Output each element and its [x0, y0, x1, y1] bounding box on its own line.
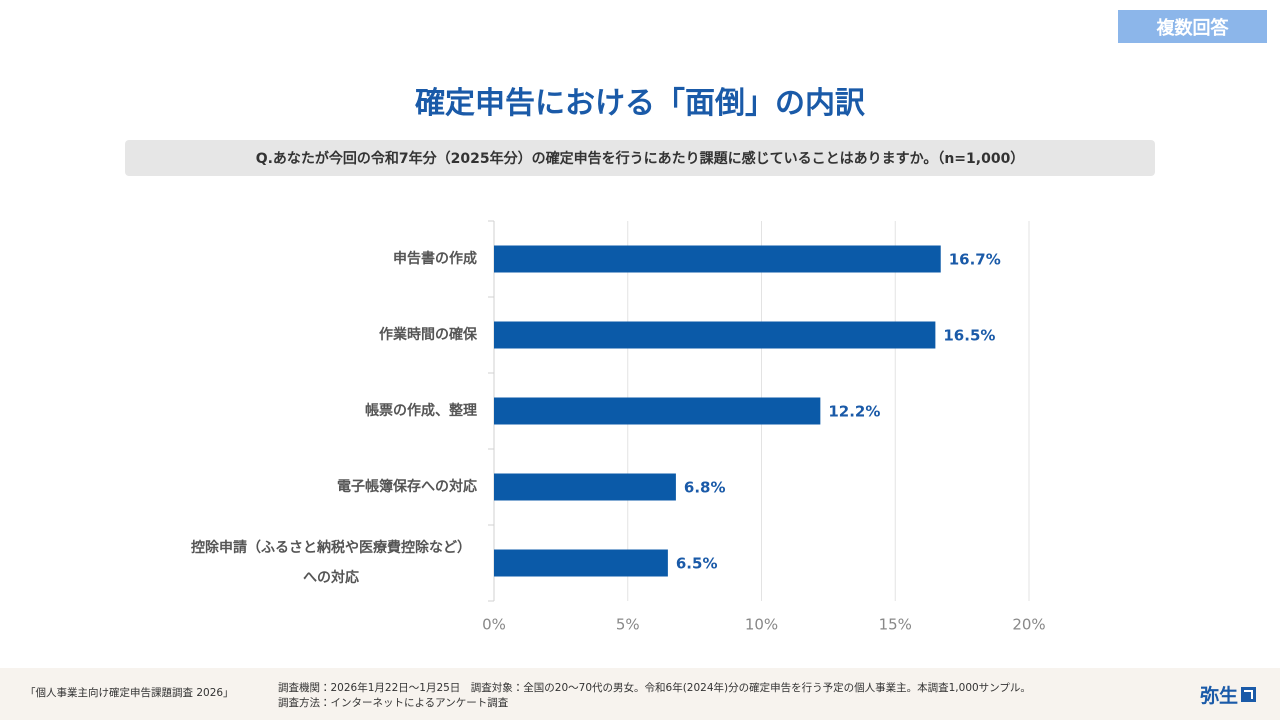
value-label: 6.5%: [676, 555, 718, 573]
badge: 複数回答: [1118, 10, 1267, 43]
y-tick-label: 作業時間の確保: [379, 327, 477, 343]
category-label-box: 帳票の作成、整理: [365, 381, 477, 441]
x-tick-label: 15%: [879, 616, 912, 634]
category-label-box: 申告書の作成: [393, 229, 477, 289]
chart: 0% 5% 10% 15% 20% 16.7% 16.5% 12.2% 6.8% 6.5%: [482, 220, 1046, 634]
category-label-box: 作業時間の確保: [379, 305, 477, 365]
logo: 弥生: [1200, 681, 1257, 708]
y-tick-label: 申告書の作成: [393, 251, 477, 267]
survey-details: 調査機関：2026年1月22日～1月25日 調査対象：全国の20～70代の男女。…: [278, 681, 1031, 711]
survey-line: 調査方法：インターネットによるアンケート調査: [278, 697, 509, 709]
y-tick-label: 控除申請（ふるさと納税や医療費控除など）への対応: [191, 540, 471, 586]
logo-text: 弥生: [1200, 685, 1239, 707]
survey-name: 「個人事業主向け確定申告課題調査 2026」: [25, 687, 234, 699]
survey-line: 調査機関：2026年1月22日～1月25日 調査対象：全国の20～70代の男女。…: [278, 682, 1031, 694]
x-tick-label: 10%: [745, 616, 778, 634]
category-label-box: 電子帳簿保存への対応: [337, 457, 477, 517]
bar: [494, 549, 668, 577]
category-label-box: 控除申請（ふるさと納税や医療費控除など）への対応: [185, 533, 477, 593]
logo-icon: [1241, 687, 1257, 702]
value-label: 12.2%: [828, 403, 880, 421]
value-label: 6.8%: [684, 479, 726, 497]
bar: [494, 245, 941, 273]
chart-title: 確定申告における「面倒」の内訳: [415, 86, 865, 121]
bar: [494, 321, 936, 349]
bar: [494, 473, 676, 501]
y-tick-label: 帳票の作成、整理: [365, 403, 477, 419]
y-tick-label: 電子帳簿保存への対応: [337, 479, 477, 495]
question: Q.あなたが今回の令和7年分（2025年分）の確定申告を行うにあたり課題に感じて…: [125, 140, 1155, 176]
x-tick-label: 20%: [1012, 616, 1045, 634]
x-tick-label: 5%: [616, 616, 640, 634]
x-tick-label: 0%: [482, 616, 506, 634]
footer: 「個人事業主向け確定申告課題調査 2026」 調査機関：2026年1月22日～1…: [0, 668, 1280, 720]
bar: [494, 397, 821, 425]
value-label: 16.5%: [943, 327, 995, 345]
value-label: 16.7%: [949, 251, 1001, 269]
